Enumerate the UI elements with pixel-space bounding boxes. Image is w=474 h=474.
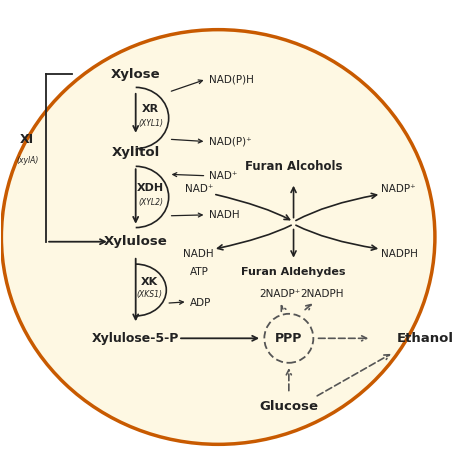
Text: Furan Aldehydes: Furan Aldehydes bbox=[241, 267, 346, 277]
Text: Xylulose-5-P: Xylulose-5-P bbox=[92, 332, 179, 345]
Text: (XYL1): (XYL1) bbox=[138, 119, 163, 128]
Text: NADP⁺: NADP⁺ bbox=[381, 184, 415, 194]
Text: NAD(P)⁺: NAD(P)⁺ bbox=[209, 137, 251, 146]
Text: NADH: NADH bbox=[209, 210, 239, 220]
Text: ADP: ADP bbox=[190, 298, 211, 308]
Text: ATP: ATP bbox=[190, 267, 209, 277]
Text: XK: XK bbox=[141, 277, 158, 287]
Text: XDH: XDH bbox=[137, 182, 164, 192]
Text: NADPH: NADPH bbox=[381, 249, 418, 259]
Text: Ethanol: Ethanol bbox=[397, 332, 454, 345]
Text: Xylitol: Xylitol bbox=[111, 146, 160, 159]
Text: Xylose: Xylose bbox=[111, 68, 161, 81]
Text: 2NADP⁺: 2NADP⁺ bbox=[259, 289, 300, 299]
Text: 2NADPH: 2NADPH bbox=[300, 289, 344, 299]
Text: Glucose: Glucose bbox=[259, 400, 319, 413]
Ellipse shape bbox=[1, 30, 435, 444]
Text: XR: XR bbox=[142, 104, 159, 114]
Text: NAD(P)H: NAD(P)H bbox=[209, 74, 254, 84]
Text: NAD⁺: NAD⁺ bbox=[185, 184, 213, 194]
Text: (xylA): (xylA) bbox=[16, 156, 38, 165]
Text: XI: XI bbox=[20, 133, 35, 146]
Text: (XYL2): (XYL2) bbox=[138, 198, 163, 207]
Text: NADH: NADH bbox=[183, 249, 213, 259]
FancyArrowPatch shape bbox=[216, 195, 290, 219]
Text: Furan Alcohols: Furan Alcohols bbox=[245, 160, 342, 173]
Text: PPP: PPP bbox=[275, 332, 302, 345]
Text: Xylulose: Xylulose bbox=[104, 235, 168, 248]
Text: (XKS1): (XKS1) bbox=[137, 290, 163, 299]
FancyArrowPatch shape bbox=[218, 225, 291, 250]
FancyArrowPatch shape bbox=[296, 193, 376, 220]
Text: NAD⁺: NAD⁺ bbox=[209, 171, 237, 181]
FancyArrowPatch shape bbox=[296, 225, 376, 250]
